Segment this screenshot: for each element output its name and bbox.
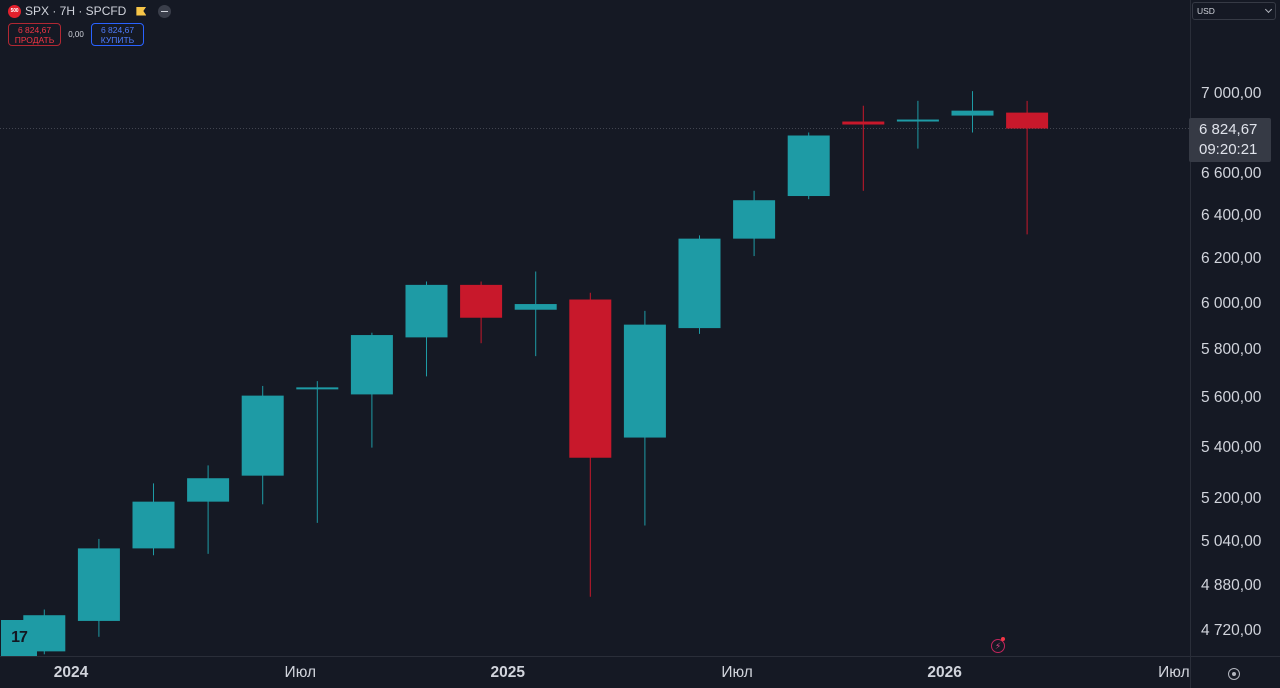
price-tick-label: 6 400,00 — [1201, 207, 1262, 225]
candle-body[interactable] — [842, 121, 885, 125]
candle-body[interactable] — [350, 335, 393, 395]
candle-body[interactable] — [514, 304, 557, 310]
last-price-value: 6 824,67 — [1199, 121, 1258, 138]
bar-countdown: 09:20:21 — [1199, 141, 1258, 158]
buy-label: КУПИТЬ — [100, 34, 135, 45]
trade-buttons: 6 824,67 ПРОДАТЬ 0,00 6 824,67 КУПИТЬ — [8, 23, 144, 46]
price-tick-label: 5 400,00 — [1201, 438, 1262, 456]
candle-body[interactable] — [623, 324, 666, 438]
price-tick-label: 4 880,00 — [1201, 576, 1262, 594]
chevron-down-icon — [1264, 5, 1273, 14]
candle-body[interactable] — [569, 299, 612, 458]
sell-label: ПРОДАТЬ — [14, 34, 55, 45]
currency-select[interactable]: USD — [1192, 2, 1276, 20]
price-tick-label: 7 000,00 — [1201, 85, 1262, 102]
candle-body[interactable] — [296, 387, 339, 390]
time-axis[interactable]: 2024 Июл 2025 Июл 2026 Июл — [0, 656, 1190, 688]
candle-body[interactable] — [241, 395, 284, 476]
price-tick-label: 6 000,00 — [1201, 295, 1262, 313]
candle-body[interactable] — [77, 548, 120, 621]
candle-body[interactable] — [187, 478, 230, 502]
candle-body[interactable] — [896, 119, 939, 122]
flag-icon[interactable] — [136, 6, 147, 16]
price-tick-label: 5 600,00 — [1201, 389, 1262, 407]
lightning-icon[interactable]: ⚡ — [991, 639, 1005, 653]
sell-price: 6 824,67 — [17, 24, 52, 35]
candle-body[interactable] — [678, 238, 721, 329]
time-tick-label: Июл — [721, 664, 753, 681]
time-tick-label: Июл — [284, 664, 317, 681]
price-tick-label: 6 200,00 — [1201, 250, 1262, 268]
notification-dot — [1001, 637, 1005, 641]
sell-button[interactable]: 6 824,67 ПРОДАТЬ — [8, 23, 61, 46]
price-tick-label: 6 600,00 — [1201, 165, 1262, 183]
gear-icon[interactable] — [1228, 668, 1240, 680]
tradingview-logo[interactable]: 17 — [1, 620, 37, 656]
last-price-label: 6 824,67 09:20:21 — [1189, 118, 1271, 162]
price-tick-label: 5 800,00 — [1201, 341, 1262, 359]
price-tick-label: 4 720,00 — [1201, 622, 1262, 639]
spread-value: 0,00 — [68, 30, 84, 39]
symbol-title[interactable]: SPX · 7H · SPCFD — [25, 4, 127, 18]
candlestick-chart[interactable] — [0, 0, 1190, 687]
sp500-logo-icon: 500 — [8, 4, 21, 18]
candle-body[interactable] — [460, 284, 503, 318]
price-tick-label: 5 200,00 — [1201, 490, 1262, 508]
price-tick-label: 5 040,00 — [1201, 532, 1262, 550]
candle-body[interactable] — [951, 110, 994, 116]
time-tick-label: 2024 — [53, 664, 89, 681]
buy-price: 6 824,67 — [100, 24, 135, 35]
time-tick-label: 2026 — [927, 664, 962, 681]
candle-body[interactable] — [787, 135, 830, 197]
time-tick-label: 2025 — [490, 664, 525, 681]
candle-body[interactable] — [132, 501, 175, 549]
candle-body[interactable] — [733, 200, 776, 239]
candle-body[interactable] — [1006, 112, 1049, 129]
buy-button[interactable]: 6 824,67 КУПИТЬ — [91, 23, 144, 46]
price-axis[interactable]: 7 000,00 6 600,00 6 400,00 6 200,00 6 000,00… — [1190, 0, 1280, 656]
currency-value: USD — [1197, 6, 1215, 16]
collapse-icon[interactable] — [158, 4, 172, 18]
symbol-header: 500 SPX · 7H · SPCFD — [8, 4, 172, 18]
candle-body[interactable] — [405, 284, 448, 338]
time-tick-label: Июл — [1158, 664, 1190, 681]
